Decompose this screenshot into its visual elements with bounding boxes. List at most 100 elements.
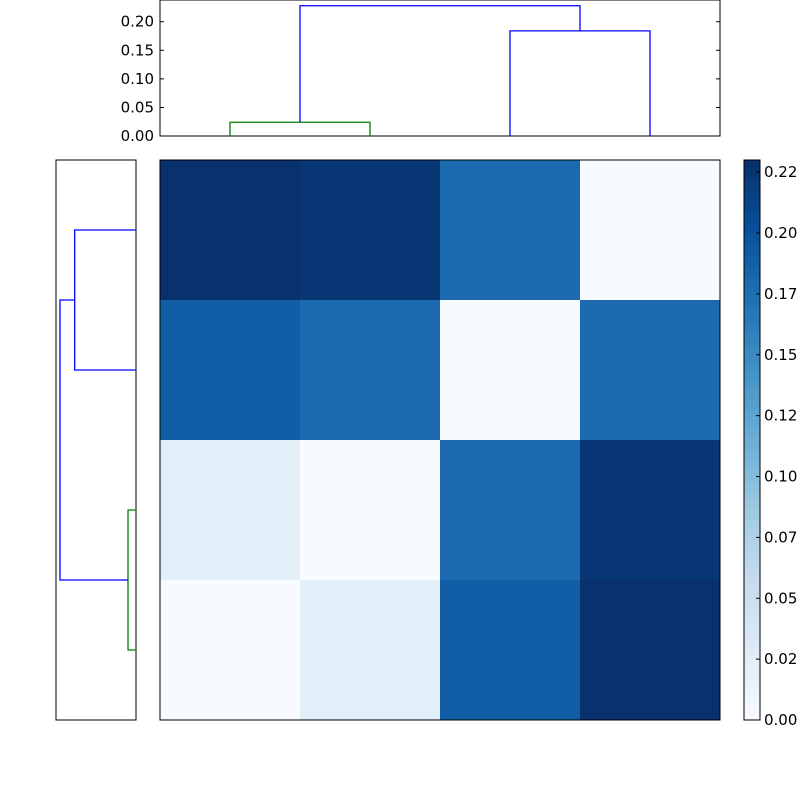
colorbar-gradient-segment: [744, 575, 760, 581]
heatmap-cell: [580, 160, 720, 300]
top-dendrogram-frame: [159, 0, 721, 137]
colorbar-gradient-segment: [744, 230, 760, 236]
heatmap-cell: [160, 300, 300, 440]
colorbar-gradient-segment: [744, 405, 760, 411]
colorbar-frame: [743, 159, 761, 721]
colorbar-gradient-segment: [744, 370, 760, 376]
colorbar-gradient-segment: [744, 180, 760, 186]
colorbar-gradient-segment: [744, 245, 760, 251]
colorbar-gradient-segment: [744, 715, 760, 721]
colorbar: 0.00 0.02 0.05 0.07 0.10 0.12 0.15 0.17 0.20 0.22: [743, 159, 797, 729]
dendrogram-link: [59, 299, 128, 581]
colorbar-gradient-segment: [744, 600, 760, 606]
colorbar-gradient-segment: [744, 380, 760, 386]
dendrogram-link: [74, 229, 136, 371]
colorbar-gradient-segment: [744, 235, 760, 241]
heatmap-cell: [440, 160, 580, 300]
colorbar-gradient-segment: [744, 570, 760, 576]
dendrogram-link: [509, 30, 651, 136]
colorbar-gradient-segment: [744, 295, 760, 301]
colorbar-gradient-segment: [744, 310, 760, 316]
colorbar-gradient-segment: [744, 385, 760, 391]
y-axis-tick-label: 0.00: [121, 127, 154, 145]
colorbar-gradient-segment: [744, 620, 760, 626]
heatmap-cell: [440, 300, 580, 440]
top-dendrogram: 0.00 0.05 0.10 0.15 0.20: [121, 0, 721, 145]
heatmap-cell: [300, 440, 440, 580]
colorbar-gradient-segment: [744, 455, 760, 461]
colorbar-gradient-segment: [744, 670, 760, 676]
colorbar-gradient-segment: [744, 315, 760, 321]
colorbar-gradient-segment: [744, 320, 760, 326]
colorbar-gradient-segment: [744, 335, 760, 341]
colorbar-gradient-segment: [744, 650, 760, 656]
colorbar-gradient-segment: [744, 555, 760, 561]
colorbar-gradient-segment: [744, 535, 760, 541]
colorbar-gradient-segment: [744, 690, 760, 696]
colorbar-gradient-segment: [744, 485, 760, 491]
dendrogram-link: [229, 121, 371, 136]
colorbar-gradient-segment: [744, 695, 760, 701]
heatmap-cell: [580, 300, 720, 440]
colorbar-gradient-segment: [744, 420, 760, 426]
colorbar-tick-label: 0.05: [764, 589, 797, 607]
y-axis-tick-label: 0.05: [121, 98, 154, 116]
colorbar-gradient-segment: [744, 645, 760, 651]
colorbar-gradient-segment: [744, 560, 760, 566]
colorbar-gradient-segment: [744, 500, 760, 506]
colorbar-gradient-segment: [744, 225, 760, 231]
left-dendrogram-frame: [55, 159, 137, 721]
colorbar-gradient-segment: [744, 630, 760, 636]
colorbar-gradient-segment: [744, 250, 760, 256]
colorbar-gradient-segment: [744, 545, 760, 551]
colorbar-gradient-segment: [744, 655, 760, 661]
colorbar-gradient-segment: [744, 465, 760, 471]
colorbar-gradient-segment: [744, 275, 760, 281]
colorbar-gradient-segment: [744, 610, 760, 616]
colorbar-gradient-segment: [744, 580, 760, 586]
colorbar-gradient-segment: [744, 165, 760, 171]
y-axis-tick-label: 0.10: [121, 70, 154, 88]
colorbar-gradient-segment: [744, 495, 760, 501]
left-dendrogram: [55, 159, 137, 721]
colorbar-gradient-segment: [744, 680, 760, 686]
heatmap-cell: [300, 580, 440, 720]
dendrogram-link: [299, 5, 581, 123]
heatmap: [159, 159, 721, 721]
colorbar-gradient-segment: [744, 520, 760, 526]
colorbar-gradient-segment: [744, 365, 760, 371]
colorbar-gradient-segment: [744, 400, 760, 406]
colorbar-gradient-segment: [744, 440, 760, 446]
colorbar-gradient-segment: [744, 505, 760, 511]
dendrogram-link: [127, 509, 136, 651]
colorbar-gradient-segment: [744, 425, 760, 431]
colorbar-gradient-segment: [744, 700, 760, 706]
colorbar-gradient-segment: [744, 170, 760, 176]
colorbar-gradient-segment: [744, 375, 760, 381]
colorbar-tick-label: 0.00: [764, 711, 797, 729]
colorbar-gradient-segment: [744, 160, 760, 166]
colorbar-gradient-segment: [744, 710, 760, 716]
colorbar-gradient-segment: [744, 415, 760, 421]
colorbar-gradient-segment: [744, 190, 760, 196]
colorbar-gradient-segment: [744, 200, 760, 206]
heatmap-cell: [580, 580, 720, 720]
heatmap-cell: [440, 580, 580, 720]
colorbar-gradient-segment: [744, 605, 760, 611]
colorbar-gradient-segment: [744, 240, 760, 246]
colorbar-gradient-segment: [744, 345, 760, 351]
heatmap-cell: [160, 580, 300, 720]
colorbar-gradient-segment: [744, 280, 760, 286]
colorbar-gradient-segment: [744, 395, 760, 401]
colorbar-gradient-segment: [744, 460, 760, 466]
colorbar-gradient-segment: [744, 290, 760, 296]
colorbar-gradient-segment: [744, 540, 760, 546]
colorbar-tick-label: 0.15: [764, 346, 797, 364]
heatmap-cell: [580, 440, 720, 580]
colorbar-gradient-segment: [744, 470, 760, 476]
colorbar-gradient-segment: [744, 220, 760, 226]
colorbar-tick-label: 0.20: [764, 224, 797, 242]
colorbar-gradient-segment: [744, 215, 760, 221]
colorbar-gradient-segment: [744, 390, 760, 396]
